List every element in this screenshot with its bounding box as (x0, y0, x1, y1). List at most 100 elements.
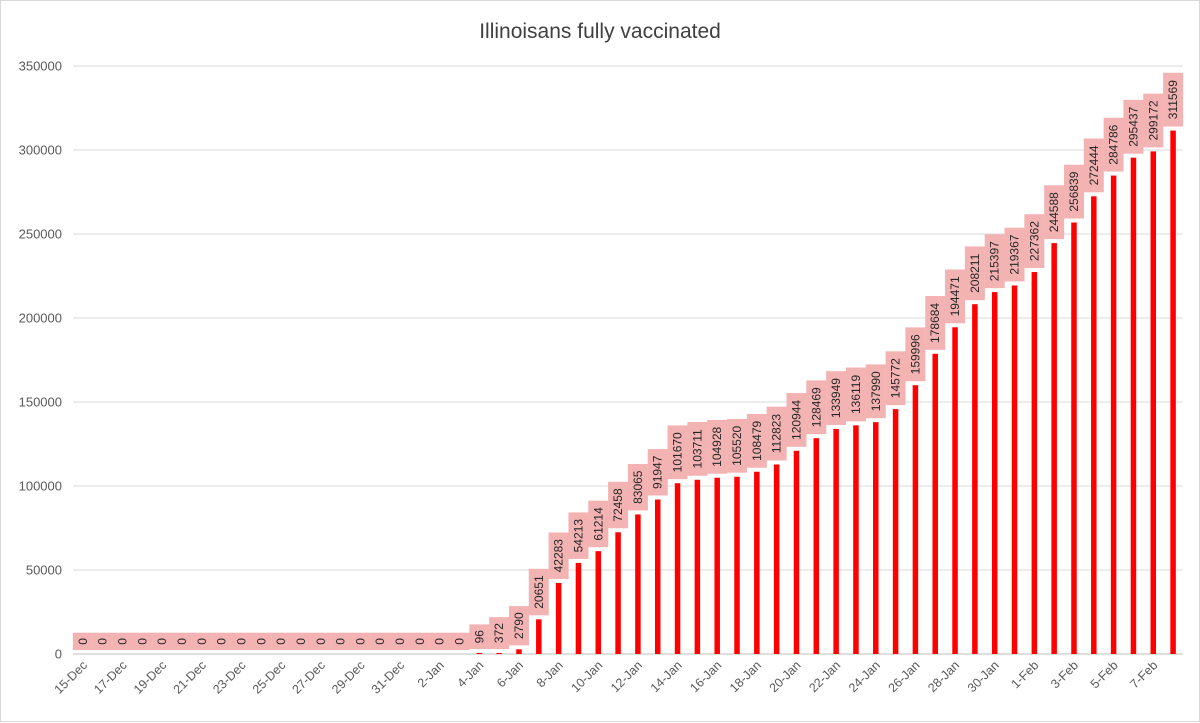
data-label: 299172 (1143, 93, 1164, 148)
data-label-text: 103711 (690, 429, 704, 468)
data-label-background (172, 632, 193, 650)
data-label-text: 0 (274, 638, 288, 645)
data-label-text: 128469 (809, 387, 823, 427)
data-label: 0 (429, 632, 450, 650)
x-tick-label: 17-Dec (91, 658, 129, 696)
data-label: 112823 (766, 406, 787, 461)
data-label-background (865, 364, 886, 419)
data-label-background (667, 425, 688, 480)
bar (1011, 285, 1018, 654)
data-label-text: 108479 (750, 421, 764, 461)
data-label-background (845, 367, 866, 422)
bar (555, 582, 562, 654)
data-label-background (290, 632, 311, 650)
data-label-text: 0 (453, 638, 467, 645)
data-label-background (766, 406, 787, 461)
bar (773, 464, 780, 654)
data-label-background (687, 421, 708, 476)
data-label-background (727, 418, 748, 473)
data-label-background (528, 568, 549, 616)
bar (833, 428, 839, 654)
x-tick-label: 28-Jan (925, 658, 962, 695)
data-label-text: 42283 (552, 539, 566, 573)
data-label-text: 2790 (512, 612, 526, 639)
x-tick-label: 2-Jan (415, 658, 447, 690)
data-label-text: 372 (492, 623, 506, 643)
data-label: 295437 (1123, 99, 1144, 154)
x-tick-label: 19-Dec (131, 658, 169, 696)
data-label-background (647, 449, 668, 496)
data-label-text: 120944 (789, 400, 803, 440)
bar (813, 438, 820, 654)
data-label-text: 178684 (928, 303, 942, 343)
bar (674, 483, 681, 654)
data-label: 137990 (865, 364, 886, 419)
data-label-background (508, 606, 529, 646)
data-label: 20651 (528, 568, 549, 616)
data-label: 178684 (925, 296, 946, 350)
x-tick-label: 22-Jan (806, 658, 843, 695)
data-label-background (469, 624, 490, 649)
bar (496, 653, 502, 654)
bar (575, 562, 582, 654)
bar (853, 425, 859, 654)
x-tick-label: 27-Dec (289, 658, 327, 696)
data-label: 96 (469, 624, 490, 649)
data-label-background (211, 632, 232, 650)
data-label-background (945, 269, 966, 324)
data-label: 272444 (1083, 138, 1104, 193)
data-label-background (132, 632, 153, 650)
data-label: 244588 (1044, 185, 1065, 240)
x-tick-label: 24-Jan (846, 658, 883, 695)
x-tick-label: 12-Jan (608, 658, 645, 695)
data-label-background (350, 632, 371, 650)
data-label-text: 284786 (1107, 124, 1121, 164)
y-tick-label: 300000 (19, 143, 62, 158)
bar (734, 476, 740, 654)
data-label: 0 (271, 632, 292, 650)
data-label-text: 137990 (869, 371, 883, 411)
data-label: 104928 (707, 419, 728, 474)
bar (952, 327, 958, 654)
data-label-background (1063, 164, 1084, 219)
data-label-text: 96 (472, 630, 486, 644)
x-tick-label: 21-Dec (171, 658, 209, 696)
data-label-text: 145772 (889, 358, 903, 398)
data-label: 108479 (746, 413, 767, 468)
data-label-text: 105520 (730, 425, 744, 465)
data-label-text: 244588 (1047, 192, 1061, 232)
bar (1110, 175, 1117, 655)
data-label: 72458 (608, 481, 629, 529)
x-tick-label: 23-Dec (210, 658, 248, 696)
x-tick-label: 30-Jan (965, 658, 1002, 695)
bar (635, 514, 641, 654)
data-label: 372 (489, 617, 510, 649)
data-label-text: 194471 (948, 276, 962, 316)
data-label-text: 299172 (1146, 100, 1160, 140)
data-label-background (330, 632, 351, 650)
x-tick-label: 1-Feb (1008, 658, 1041, 691)
data-label-text: 227362 (1027, 221, 1041, 261)
data-label: 159996 (905, 327, 926, 382)
data-label: 256839 (1063, 164, 1084, 219)
data-label-background (1044, 185, 1065, 240)
data-label-background (806, 380, 827, 435)
data-label: 120944 (786, 393, 807, 447)
data-label-background (449, 632, 470, 650)
data-label: 0 (409, 632, 430, 650)
data-label-text: 215397 (988, 241, 1002, 281)
data-label-background (1143, 93, 1164, 148)
data-label: 103711 (687, 421, 708, 476)
data-label: 219367 (1004, 227, 1025, 282)
data-label-text: 0 (433, 638, 447, 645)
data-label-background (885, 351, 906, 406)
data-label-text: 0 (373, 638, 387, 645)
data-label-background (548, 532, 569, 579)
data-label-background (588, 500, 609, 548)
data-label-text: 0 (413, 638, 427, 645)
data-label-background (1163, 72, 1184, 127)
data-label-text: 101670 (671, 432, 685, 472)
data-label-background (370, 632, 391, 650)
data-label: 0 (390, 632, 411, 650)
